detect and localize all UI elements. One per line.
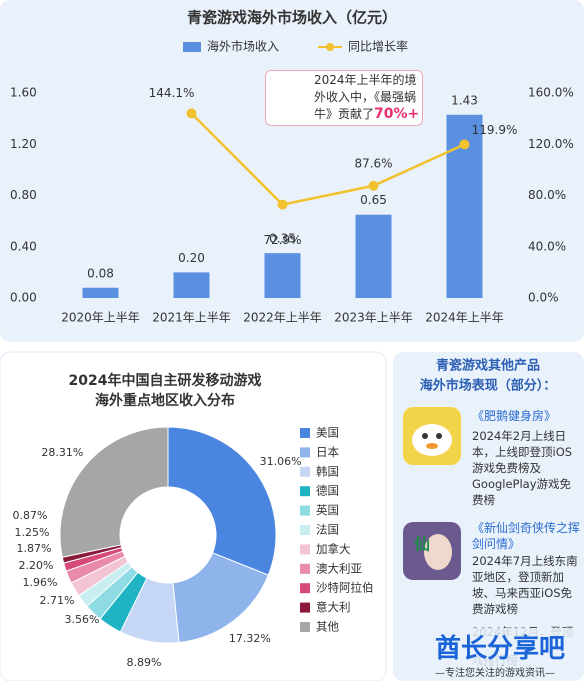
line-point <box>368 180 379 191</box>
callout-highlight: 70%+ <box>374 106 420 122</box>
x-tick-label: 2021年上半年 <box>152 311 231 325</box>
item-name: 《新仙剑奇侠传之挥剑问情》 <box>472 521 581 551</box>
pie-label: 28.31% <box>41 446 83 459</box>
line-label: 144.1% <box>149 86 195 100</box>
bar <box>264 253 301 298</box>
pie-label: 1.87% <box>17 542 52 555</box>
side-title: 海外市场表现（部分）： <box>420 378 557 394</box>
pie-slice <box>167 426 277 576</box>
y-tick-label: 0.40 <box>10 239 37 253</box>
x-tick-label: 2020年上半年 <box>61 311 140 325</box>
y-tick-label: 0.80 <box>10 188 37 202</box>
y2-tick-label: 0.0% <box>528 291 559 305</box>
bar-label: 1.43 <box>451 93 478 107</box>
legend-label: 其他 <box>316 620 339 634</box>
legend-label: 沙特阿拉伯 <box>316 581 374 595</box>
legend-label: 加拿大 <box>316 542 351 556</box>
legend-swatch <box>183 42 201 52</box>
bar-label: 0.65 <box>360 193 387 207</box>
x-tick-label: 2024年上半年 <box>425 311 504 325</box>
pie-title: 2024年中国自主研发移动游戏 <box>69 372 262 389</box>
chart-title: 青瓷游戏海外市场收入（亿元） <box>187 9 397 27</box>
legend-swatch <box>300 583 310 594</box>
y2-tick-label: 120.0% <box>528 137 574 151</box>
legend-swatch <box>300 525 310 535</box>
legend-label: 意大利 <box>316 600 351 614</box>
legend-label: 日本 <box>316 445 339 459</box>
pie-label: 1.96% <box>23 576 58 589</box>
icon-glyph: 仙 <box>414 535 430 554</box>
legend-label: 韩国 <box>316 464 339 478</box>
bar-label: 0.08 <box>87 266 114 280</box>
side-title: 青瓷游戏其他产品 <box>436 358 540 374</box>
legend-label: 澳大利亚 <box>316 561 362 575</box>
legend-label: 海外市场收入 <box>207 39 279 54</box>
y2-tick-label: 40.0% <box>528 239 566 253</box>
pie-label: 8.89% <box>127 656 162 669</box>
line-label: 119.9% <box>472 123 518 137</box>
x-tick-label: 2023年上半年 <box>334 311 413 325</box>
pie-label: 17.32% <box>229 632 271 645</box>
bar <box>355 214 392 298</box>
legend-swatch <box>300 563 310 574</box>
legend-label: 同比增长率 <box>348 39 408 54</box>
pie-label: 3.56% <box>65 613 100 626</box>
y-tick-label: 1.60 <box>10 86 37 100</box>
line-point <box>186 108 197 119</box>
callout-body: 2024年上半年的境外收入中，《最强蜗牛》贡献了 <box>314 73 417 121</box>
pie-label: 31.06% <box>260 455 302 468</box>
pie-label: 2.71% <box>40 594 75 607</box>
item-text: 2024年7月上线东南亚地区，登顶新加坡、马来西亚iOS免费游戏榜 <box>472 554 578 616</box>
icon <box>403 407 461 465</box>
legend-label: 德国 <box>316 484 339 498</box>
legend-swatch <box>300 544 310 555</box>
legend-swatch <box>300 622 310 632</box>
line <box>190 112 466 206</box>
line-point <box>277 199 288 210</box>
y2-tick-label: 80.0% <box>528 188 566 202</box>
legend-swatch <box>300 505 310 516</box>
bar <box>82 287 119 298</box>
legend-dot <box>326 43 334 51</box>
top-panel <box>0 0 584 342</box>
legend-label: 美国 <box>316 426 339 440</box>
y-tick-label: 0.00 <box>10 291 37 305</box>
line-label: 72.9% <box>263 233 301 247</box>
item-name: 《肥鹅健身房》 <box>472 409 557 423</box>
pie-title: 海外重点地区收入分布 <box>95 392 235 409</box>
legend-swatch <box>300 486 310 497</box>
line-label: 87.6% <box>354 156 392 170</box>
item-text: 2024年2月上线日本，上线即登顶iOS游戏免费榜及GooglePlay游戏免费… <box>472 429 573 507</box>
pie-label: 2.20% <box>19 559 54 572</box>
pie-label: 0.87% <box>13 509 48 522</box>
legend-label: 英国 <box>316 503 339 517</box>
callout-text: 2024年上半年的境外收入中，《最强蜗牛》贡献了70%+ <box>314 72 420 123</box>
watermark-subtitle: —专注您关注的游戏资讯— <box>435 668 555 679</box>
pie-label: 1.25% <box>15 526 50 539</box>
y2-tick-label: 160.0% <box>528 86 574 100</box>
pie-slice <box>59 426 169 558</box>
legend-swatch <box>300 428 310 438</box>
icon: 仙 <box>403 522 461 580</box>
line-point <box>459 139 470 150</box>
legend-swatch <box>300 447 310 458</box>
legend-swatch <box>300 602 310 613</box>
x-tick-label: 2022年上半年 <box>243 311 322 325</box>
watermark-title: 酋长分享吧 <box>415 628 584 665</box>
bar-label: 0.20 <box>178 251 205 265</box>
legend-swatch <box>300 466 310 477</box>
bar <box>173 272 210 298</box>
y-tick-label: 1.20 <box>10 137 37 151</box>
bar-label: 0.35 <box>269 232 296 246</box>
callout-icon <box>272 77 312 117</box>
legend-label: 法国 <box>316 523 339 537</box>
